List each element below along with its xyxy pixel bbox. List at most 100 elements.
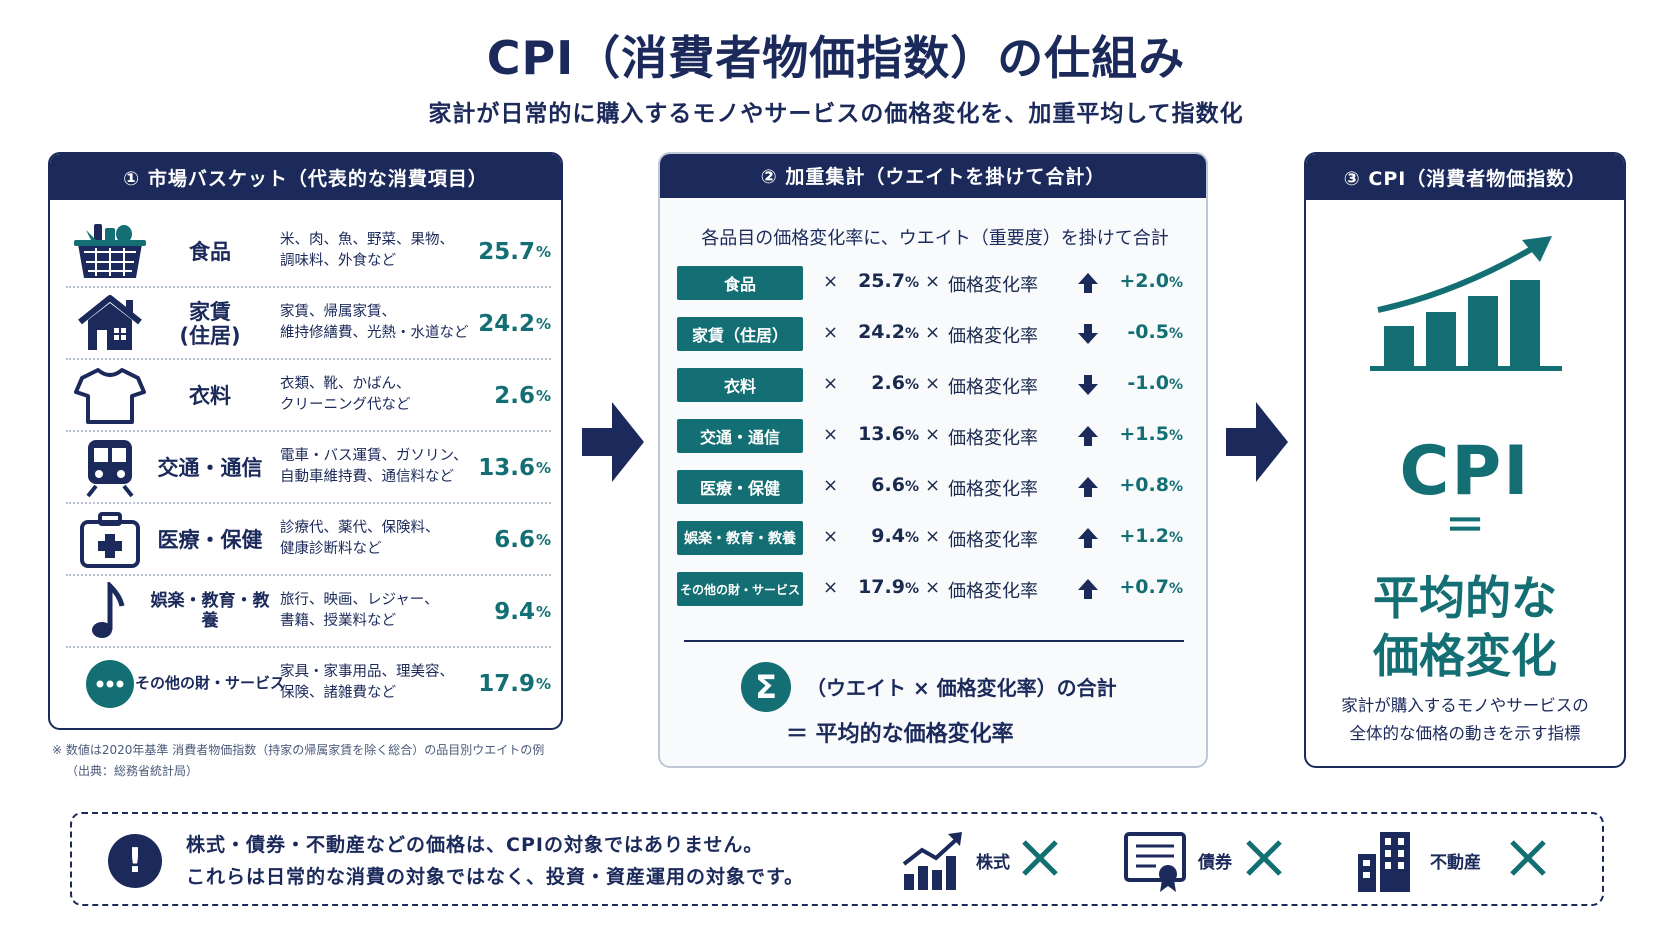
- basket-row-transport: 交通・通信 電車・バス運賃、ガソリン、 自動車維持費、通信料など 13.6%: [66, 432, 551, 504]
- sigma-icon: Σ: [741, 662, 791, 712]
- times-sign: ×: [925, 526, 941, 547]
- stock-chart-icon: [902, 832, 962, 890]
- basket-item-name: その他の財・サービス: [135, 674, 286, 693]
- arrow-down-icon: [1078, 375, 1098, 395]
- weighted-item-change: -1.0%: [1127, 372, 1183, 394]
- market-basket-panel: ① 市場バスケット（代表的な消費項目） 食品 米、肉、魚、野菜、果物、 調味料、外…: [48, 152, 563, 730]
- exclusion-notice: ! 株式・債券・不動産などの価格は、CPIの対象ではありません。 これらは日常的…: [70, 812, 1604, 906]
- basket-row-other: その他の財・サービス 家具・家事用品、理美容、 保険、諸雑費など 17.9%: [66, 648, 551, 720]
- weighted-item-tag: 食品: [677, 266, 803, 300]
- times-sign: ×: [925, 475, 941, 496]
- flow-arrow-icon: [1226, 402, 1288, 482]
- weighted-row: 衣料 × 2.6% × 価格変化率 -1.0%: [677, 368, 1187, 402]
- weighted-row: 交通・通信 × 13.6% × 価格変化率 +1.5%: [677, 419, 1187, 453]
- notice-line1: 株式・債券・不動産などの価格は、CPIの対象ではありません。: [186, 834, 764, 856]
- arrow-down-icon: [1078, 324, 1098, 344]
- weighted-item-weight: 17.9%: [858, 576, 919, 598]
- cpi-meaning-line2: 価格変化: [1373, 629, 1557, 683]
- weighted-item-tag: 衣料: [677, 368, 803, 402]
- times-sign: ×: [823, 322, 839, 343]
- cross-mark-icon: [1246, 840, 1282, 876]
- cpi-description: 家計が購入するモノやサービスの 全体的な価格の動きを示す指標: [1341, 696, 1589, 744]
- times-sign: ×: [823, 526, 839, 547]
- basket-item-desc: 家賃、帰属家賃、 維持修繕費、光熱・水道など: [280, 304, 469, 342]
- food-basket-icon: [72, 222, 148, 282]
- basket-item-desc: 旅行、映画、レジャー、 書籍、授業料など: [280, 592, 439, 630]
- basket-row-food: 食品 米、肉、魚、野菜、果物、 調味料、外食など 25.7%: [66, 216, 551, 288]
- weighted-item-weight: 6.6%: [871, 474, 919, 496]
- rate-label: 価格変化率: [948, 530, 1038, 551]
- times-sign: ×: [823, 373, 839, 394]
- cpi-panel: ③ CPI（消費者物価指数） CPI ＝ 平均的な 価格変化 家計が購入するモノ…: [1304, 152, 1626, 768]
- tshirt-icon: [72, 366, 148, 426]
- basket-item-desc: 米、肉、魚、野菜、果物、 調味料、外食など: [280, 232, 454, 270]
- basket-item-weight: 2.6%: [494, 383, 551, 409]
- basket-item-name: 交通・通信: [157, 455, 263, 480]
- times-sign: ×: [925, 577, 941, 598]
- arrow-up-icon: [1078, 273, 1098, 293]
- arrow-up-icon: [1078, 528, 1098, 548]
- basket-item-desc: 家具・家事用品、理美容、 保険、諸雑費など: [280, 664, 454, 702]
- cross-mark-icon: [1510, 840, 1546, 876]
- weighted-item-tag: 交通・通信: [677, 419, 803, 453]
- cpi-big-label: CPI: [1399, 432, 1531, 511]
- sum-result: ＝ 平均的な価格変化率: [786, 722, 1014, 747]
- weighted-aggregation-panel: ② 加重集計（ウエイトを掛けて合計） 各品目の価格変化率に、ウエイト（重要度）を…: [658, 152, 1208, 768]
- basket-row-housing: 家賃 (住居) 家賃、帰属家賃、 維持修繕費、光熱・水道など 24.2%: [66, 288, 551, 360]
- weighted-item-weight: 24.2%: [858, 321, 919, 343]
- times-sign: ×: [925, 424, 941, 445]
- notice-line2: これらは日常的な消費の対象ではなく、投資・資産運用の対象です。: [186, 866, 805, 888]
- weighted-row: 食品 × 25.7% × 価格変化率 +2.0%: [677, 266, 1187, 300]
- more-dots-icon: [72, 654, 148, 714]
- rate-label: 価格変化率: [948, 428, 1038, 449]
- excluded-item-label: 株式: [976, 853, 1010, 873]
- cpi-equals: ＝: [1445, 503, 1485, 549]
- weighted-row: 家賃（住居） × 24.2% × 価格変化率 -0.5%: [677, 317, 1187, 351]
- source-citation: （出典：総務省統計局）: [66, 764, 199, 778]
- first-aid-kit-icon: [72, 510, 148, 570]
- cpi-heading: ③ CPI（消費者物価指数）: [1306, 154, 1624, 200]
- weighted-item-tag: 医療・保健: [677, 470, 803, 504]
- basket-item-desc: 電車・バス運賃、ガソリン、 自動車維持費、通信料など: [280, 448, 468, 486]
- bond-certificate-icon: [1124, 832, 1186, 892]
- excluded-item-real-estate: 不動産: [1354, 828, 1564, 894]
- rate-label: 価格変化率: [948, 479, 1038, 500]
- times-sign: ×: [925, 373, 941, 394]
- times-sign: ×: [925, 271, 941, 292]
- basket-item-name: 娯楽・教育・教養: [150, 591, 270, 631]
- source-note: ※ 数値は2020年基準 消費者物価指数（持家の帰属家賃を除く総合）の品目別ウエ…: [52, 743, 545, 757]
- excluded-item-bonds: 債券: [1122, 828, 1312, 894]
- sum-divider: [684, 640, 1184, 642]
- music-note-icon: [72, 582, 148, 642]
- basket-item-weight: 9.4%: [494, 599, 551, 625]
- times-sign: ×: [823, 424, 839, 445]
- weighted-row: 医療・保健 × 6.6% × 価格変化率 +0.8%: [677, 470, 1187, 504]
- flow-arrow-icon: [582, 402, 644, 482]
- times-sign: ×: [925, 322, 941, 343]
- weighted-item-change: -0.5%: [1127, 321, 1183, 343]
- weighted-item-weight: 13.6%: [858, 423, 919, 445]
- market-basket-heading: ① 市場バスケット（代表的な消費項目）: [50, 154, 561, 200]
- page-subtitle: 家計が日常的に購入するモノやサービスの価格変化を、加重平均して指数化: [428, 101, 1244, 127]
- house-icon: [72, 294, 148, 354]
- weighted-item-tag: その他の財・サービス: [677, 572, 803, 606]
- sum-formula: （ウエイト × 価格変化率）の合計: [806, 676, 1117, 700]
- exclamation-icon: !: [108, 834, 162, 888]
- rising-bar-chart-icon: [1370, 236, 1562, 371]
- basket-item-weight: 17.9%: [478, 671, 551, 697]
- times-sign: ×: [823, 475, 839, 496]
- page-title: CPI（消費者物価指数）の仕組み: [486, 31, 1186, 85]
- excluded-item-label: 不動産: [1430, 853, 1481, 873]
- basket-item-weight: 6.6%: [494, 527, 551, 553]
- weighted-row: 娯楽・教育・教養 × 9.4% × 価格変化率 +1.2%: [677, 521, 1187, 555]
- basket-row-medical: 医療・保健 診療代、薬代、保険料、 健康診断料など 6.6%: [66, 504, 551, 576]
- excluded-item-stocks: 株式: [900, 828, 1080, 894]
- arrow-up-icon: [1078, 426, 1098, 446]
- arrow-up-icon: [1078, 477, 1098, 497]
- weighted-item-weight: 2.6%: [871, 372, 919, 394]
- basket-item-desc: 衣類、靴、かばん、 クリーニング代など: [280, 376, 411, 414]
- arrow-up-icon: [1078, 579, 1098, 599]
- weighted-item-weight: 25.7%: [858, 270, 919, 292]
- rate-label: 価格変化率: [948, 377, 1038, 398]
- rate-label: 価格変化率: [948, 326, 1038, 347]
